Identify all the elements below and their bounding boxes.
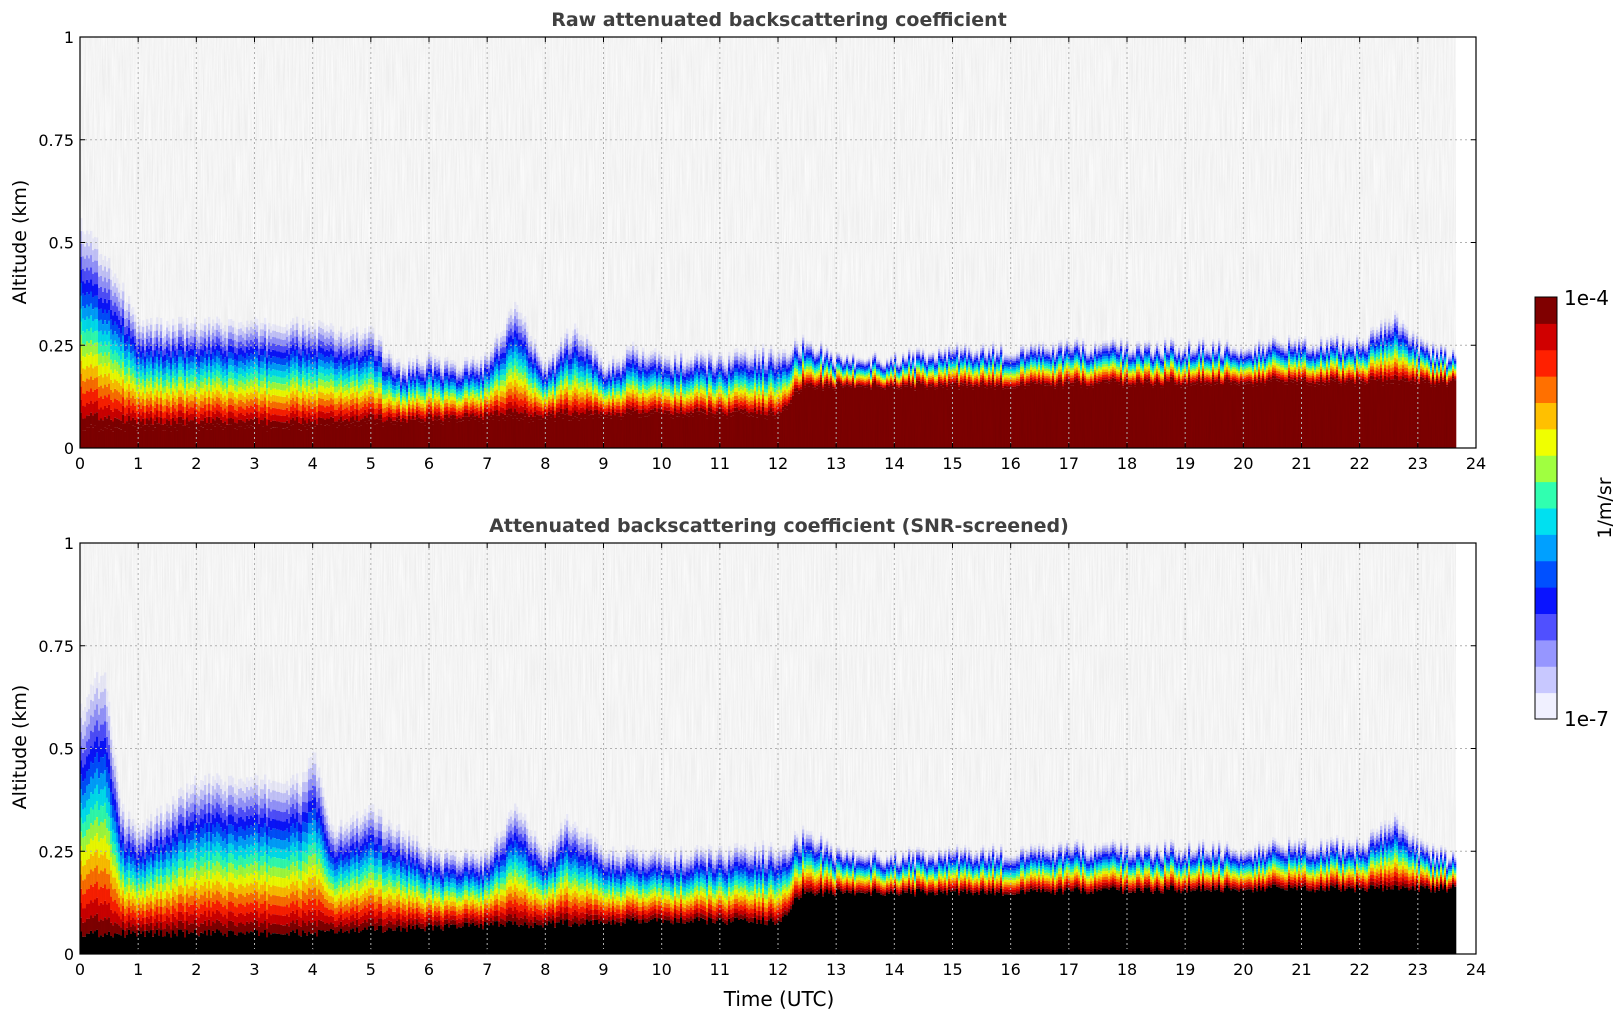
panel-raw: Raw attenuated backscattering coefficien… bbox=[9, 9, 1486, 473]
plot-area: 0 1 2 3 4 5 6 7 8 9 10 11 12 13 14 15 16 17 18 19 20 21 22 23 24… bbox=[38, 28, 1486, 473]
panel-title: Raw attenuated backscattering coefficien… bbox=[551, 9, 1007, 31]
y-axis-label: Altitude (km) bbox=[9, 180, 31, 305]
